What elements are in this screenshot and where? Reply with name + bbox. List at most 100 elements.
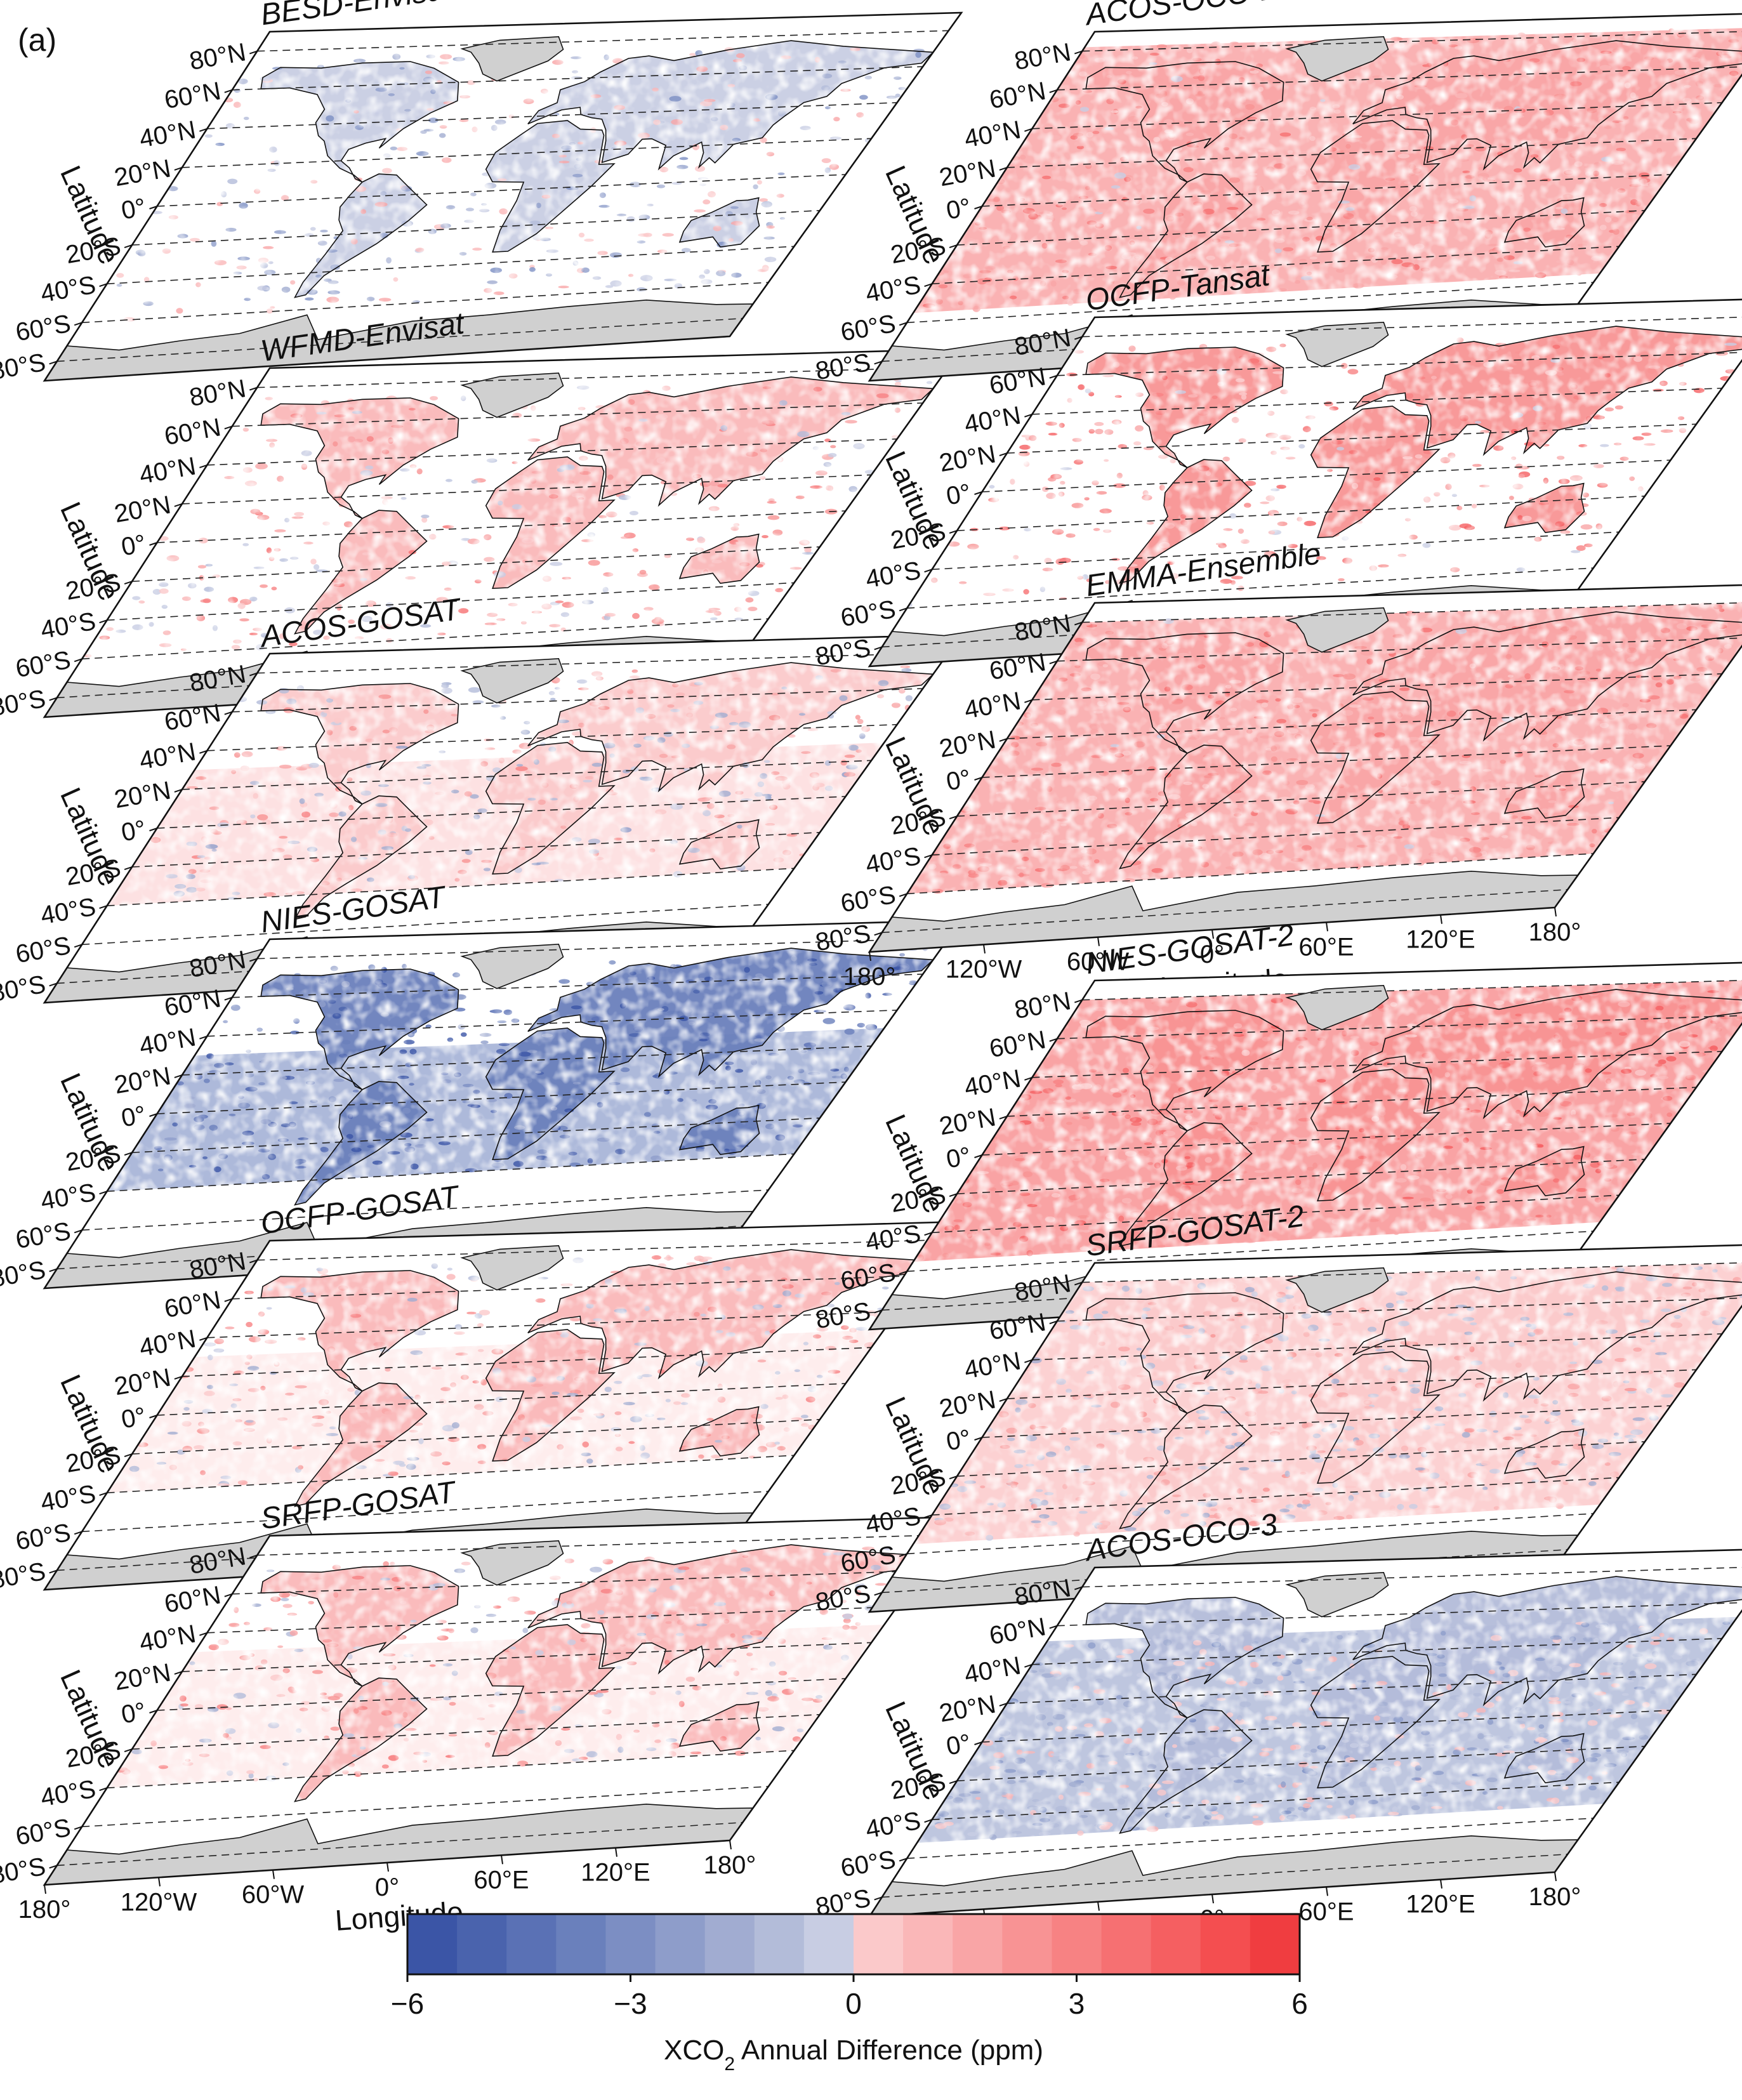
- land-africa: [485, 456, 616, 590]
- gridline: [232, 66, 923, 91]
- lon-tick-label: 120°W: [946, 955, 1022, 983]
- lon-tick: [1211, 929, 1214, 939]
- lon-tick: [44, 1884, 46, 1894]
- lat-tick-label: 0°: [944, 479, 973, 511]
- gridline: [132, 546, 820, 582]
- lat-tick: [174, 503, 183, 507]
- gridline: [82, 282, 769, 324]
- map-nies-gosat: NIES-GOSAT80°N60°N40°N20°N0°20°S40°S60°S…: [0, 880, 963, 1293]
- lat-tick: [899, 1271, 907, 1275]
- lat-tick: [949, 530, 958, 534]
- gridline: [257, 652, 949, 674]
- lat-tick: [924, 569, 932, 573]
- land-south-america: [1119, 1404, 1253, 1529]
- land-australia: [678, 819, 760, 870]
- noise-texture: [44, 349, 961, 717]
- land-australia: [1503, 1428, 1585, 1479]
- lat-tick: [924, 1514, 932, 1519]
- lat-tick-label: 80°S: [0, 970, 48, 1007]
- lat-tick: [199, 1337, 208, 1341]
- lat-tick: [149, 1710, 157, 1714]
- lat-tick-label: 0°: [119, 530, 148, 562]
- gridline: [181, 760, 872, 790]
- land-greenland: [460, 1245, 564, 1291]
- gridline: [232, 1275, 923, 1300]
- lat-tick: [224, 1593, 233, 1597]
- lat-tick: [49, 1268, 58, 1272]
- lat-tick: [1074, 50, 1083, 55]
- gridline: [1032, 387, 1722, 415]
- land-south-america: [294, 173, 428, 298]
- lat-tick: [974, 1437, 982, 1441]
- lat-tick: [99, 1492, 107, 1496]
- gridline: [907, 567, 1594, 609]
- gridline: [132, 1117, 820, 1153]
- lat-tick-label: 40°S: [39, 271, 98, 308]
- lat-tick: [1024, 699, 1033, 703]
- lat-tick-label: 80°S: [0, 1256, 48, 1293]
- lat-tick: [224, 89, 233, 93]
- land-australia: [1503, 1146, 1585, 1197]
- lat-tick-label: 40°N: [137, 1324, 198, 1362]
- lat-tick: [974, 1154, 982, 1158]
- lat-tick: [49, 1569, 58, 1574]
- gridline: [157, 1678, 846, 1711]
- gridline: [232, 1570, 923, 1595]
- lat-tick: [199, 1035, 208, 1040]
- lat-tick: [99, 1787, 107, 1792]
- lat-tick: [199, 128, 208, 132]
- gridline: [1006, 138, 1697, 168]
- map-frame: [43, 11, 963, 382]
- gridline: [257, 937, 949, 960]
- gridline: [82, 1786, 769, 1828]
- lat-tick: [124, 866, 133, 871]
- lat-tick-label: 60°S: [838, 881, 897, 918]
- lat-tick-label: 20°N: [112, 491, 173, 528]
- lat-tick: [249, 50, 258, 55]
- lat-tick-label: 40°N: [962, 1347, 1023, 1384]
- gridline: [1082, 1261, 1742, 1283]
- land-greenland: [1285, 36, 1389, 82]
- lat-tick: [249, 386, 258, 391]
- lon-tick: [158, 1877, 161, 1887]
- gridline: [957, 781, 1645, 817]
- gridline: [1082, 601, 1742, 623]
- lat-tick: [1074, 999, 1083, 1003]
- lat-tick: [949, 1476, 958, 1480]
- lat-tick: [174, 1375, 183, 1380]
- lat-tick: [74, 1531, 82, 1535]
- land-eurasia: [527, 662, 935, 793]
- lat-tick: [174, 788, 183, 793]
- land-africa: [485, 120, 616, 253]
- lat-tick-label: 40°S: [39, 1179, 98, 1215]
- lat-tick-label: 20°N: [112, 1658, 173, 1696]
- land-australia: [678, 533, 760, 584]
- lat-tick: [249, 1259, 258, 1264]
- land-south-america: [294, 1677, 428, 1802]
- gridline: [257, 1239, 949, 1261]
- land-south-america: [294, 510, 428, 635]
- gridline: [957, 1158, 1645, 1194]
- latitude-gridlines: [56, 366, 949, 699]
- lat-tick: [249, 958, 258, 962]
- gridline: [982, 1405, 1671, 1438]
- lon-tick-label: 0°: [1200, 941, 1224, 968]
- noise-texture: [44, 1222, 961, 1590]
- lon-tick: [386, 1862, 389, 1872]
- lat-tick: [924, 1232, 932, 1236]
- lat-tick-label: 60°N: [987, 1026, 1048, 1063]
- gridline: [107, 246, 795, 284]
- gridline: [207, 438, 897, 466]
- gridline: [107, 1455, 795, 1493]
- lat-tick: [1049, 89, 1058, 93]
- lat-tick-label: 60°S: [13, 646, 72, 683]
- lat-tick: [874, 646, 883, 650]
- lat-tick-label: 40°N: [962, 116, 1023, 153]
- land-eurasia: [527, 948, 935, 1078]
- land-greenland: [460, 372, 564, 418]
- lat-tick: [949, 816, 958, 820]
- lon-tick: [615, 1847, 617, 1857]
- lon-tick-label: 180°: [18, 1896, 71, 1924]
- lat-tick: [49, 360, 58, 365]
- lat-tick-label: 60°N: [162, 1581, 223, 1618]
